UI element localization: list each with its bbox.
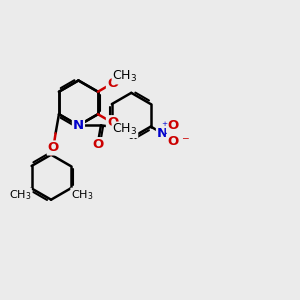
Text: $\mathregular{CH_3}$: $\mathregular{CH_3}$: [9, 188, 31, 202]
Text: $^-$: $^-$: [180, 135, 190, 148]
Text: O: O: [92, 138, 103, 151]
Text: O: O: [107, 116, 118, 129]
Text: $\mathregular{CH_3}$: $\mathregular{CH_3}$: [112, 122, 137, 137]
Text: N: N: [73, 119, 84, 132]
Text: $^+$: $^+$: [160, 121, 169, 131]
Text: $\mathregular{CH_3}$: $\mathregular{CH_3}$: [112, 69, 137, 84]
Text: O: O: [167, 135, 178, 148]
Text: O: O: [48, 142, 59, 154]
Text: $\mathregular{CH_3}$: $\mathregular{CH_3}$: [71, 188, 94, 202]
Text: O: O: [107, 77, 118, 90]
Text: N: N: [157, 127, 168, 140]
Text: O: O: [167, 119, 178, 132]
